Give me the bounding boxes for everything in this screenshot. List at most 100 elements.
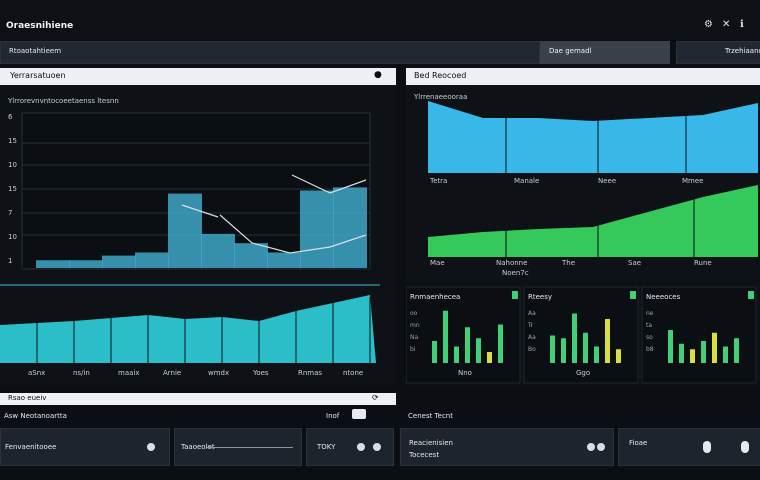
left-x-tick: wmdx <box>208 369 229 377</box>
sub-panel-bar <box>594 346 599 363</box>
control-5-toggle-b[interactable] <box>741 441 749 453</box>
control-4-sublabel: Tocecest <box>409 451 440 459</box>
left-bar <box>333 187 367 268</box>
control-2-slider[interactable] <box>207 447 293 448</box>
sub-panel-bar <box>465 327 470 363</box>
left-y-tick: 15 <box>8 185 17 193</box>
sub-panel-bar <box>712 332 717 363</box>
control-1[interactable]: Fenvaenitooee <box>0 428 170 466</box>
control-3-knob-b[interactable] <box>373 443 381 451</box>
top-x-tick: Tetra <box>429 177 447 185</box>
control-3[interactable]: TOKY <box>306 428 394 466</box>
sub-panel-bar <box>476 338 481 363</box>
sub-panel-title: Rteesy <box>528 293 552 301</box>
sub-panel-x-tick: Nno <box>458 369 472 377</box>
mid-x-extra: Noen7c <box>502 269 529 277</box>
control-1-knob[interactable] <box>147 443 155 451</box>
left-panel: Ylrrorevnvntocoeetaenss ltesnn 6 15 10 15 7 1… <box>0 85 396 385</box>
sub-panel-bar <box>550 335 555 363</box>
left-band-area <box>0 295 376 363</box>
tools-icon[interactable]: ✕ <box>722 19 731 30</box>
left-y-tick: 15 <box>8 137 17 145</box>
left-panel-header: Yerrarsatuoen ● <box>0 68 396 85</box>
sub-panel-bar <box>432 341 437 363</box>
control-2[interactable]: Taaoeolet <box>174 428 463 466</box>
mid-x-tick: The <box>561 259 575 267</box>
sub-panel-bar <box>498 324 503 363</box>
control-3-knob-a[interactable] <box>357 443 365 451</box>
control-4-knob-a[interactable] <box>587 443 595 451</box>
control-5-toggle-a[interactable] <box>703 441 711 453</box>
gear-icon[interactable]: ⚙ <box>704 19 713 30</box>
control-4[interactable]: Reacienisien Tocecest <box>400 428 614 466</box>
left-x-tick: aSnx <box>28 369 45 377</box>
sub-panel-y-tick: ne <box>646 310 654 317</box>
sub-panel-bar <box>723 346 728 363</box>
left-bar <box>267 252 301 268</box>
left-bar <box>234 243 268 268</box>
right-panel-title: Bed Reocoed <box>414 71 467 80</box>
right-chart: Tetra Manale Neee Mmee Mae Nahonne The Sae Rune N… <box>406 95 758 384</box>
left-x-tick: Arnie <box>163 369 181 377</box>
control-3-label: TOKY <box>317 443 336 451</box>
record-icon[interactable]: ● <box>374 70 382 80</box>
bottom-left-subbar: Asw Neotanoartta Inof <box>0 408 396 424</box>
sub-panel-y-tick: b8 <box>646 346 654 353</box>
sub-panel-bar <box>690 349 695 363</box>
top-area <box>428 101 758 173</box>
left-x-tick: ns/in <box>73 369 90 377</box>
bottom-left-subright: Inof <box>326 412 340 420</box>
info-icon[interactable]: ℹ <box>740 19 744 30</box>
refresh-icon[interactable]: ⟳ <box>372 393 379 402</box>
sub-panel-bar <box>443 310 448 363</box>
left-y-tick: 10 <box>8 233 17 241</box>
left-chart-title: Ylrrorevnvntocoeetaenss ltesnn <box>8 97 119 105</box>
sub-panel-y-tick: Tr <box>527 322 534 329</box>
left-y-tick: 7 <box>8 209 12 217</box>
left-bar <box>69 260 103 268</box>
left-x-tick: ntone <box>343 369 363 377</box>
sub-panel-title: Neeeoces <box>646 293 681 301</box>
left-y-tick: 6 <box>8 113 13 121</box>
project-field[interactable]: Rtoaotahtieem <box>0 41 540 64</box>
mid-area <box>428 185 758 257</box>
bottom-left-subtitle: Asw Neotanoartta <box>4 412 67 420</box>
sub-panel-y-tick: Aa <box>528 334 536 341</box>
toggle-icon[interactable] <box>352 409 366 419</box>
sub-panel-bar <box>487 352 492 363</box>
left-x-tick: Rnmas <box>298 369 322 377</box>
sub-panel-indicator <box>748 291 754 299</box>
left-bar <box>36 260 70 268</box>
left-trend-line <box>219 214 367 254</box>
left-bar <box>102 255 136 268</box>
bottom-right-title: Cenest Tecnt <box>408 412 453 420</box>
mid-x-tick: Sae <box>628 259 641 267</box>
control-4-label: Reacienisien <box>409 439 453 447</box>
control-5-label: Fioae <box>629 439 648 447</box>
bottom-left-title: Rsao eueiv <box>8 394 47 402</box>
left-bar <box>300 190 334 268</box>
title-bar: Oraesnihiene ⚙ ✕ ℹ <box>0 0 760 40</box>
dataset-button[interactable]: Dae gemadl <box>540 41 670 64</box>
left-chart: 6 15 10 15 7 10 1 aSnx ns/in maaix Arnie wmdx Yoes Rn… <box>0 112 380 377</box>
sub-panel-bar <box>734 338 739 363</box>
left-y-tick: 1 <box>8 257 12 265</box>
sub-panel-indicator <box>630 291 636 299</box>
sub-panel-bar <box>701 341 706 363</box>
mid-x-tick: Nahonne <box>496 259 527 267</box>
left-bar <box>168 193 202 268</box>
left-panel-title: Yerrarsatuoen <box>10 71 66 80</box>
left-bar <box>135 252 169 268</box>
sub-panel-bar <box>605 319 610 363</box>
control-1-label: Fenvaenitooee <box>5 443 57 451</box>
control-4-knob-b[interactable] <box>597 443 605 451</box>
sub-panel-bar <box>454 346 459 363</box>
transform-button[interactable]: Trzehiaanon <box>676 41 760 64</box>
top-x-tick: Manale <box>514 177 539 185</box>
control-5[interactable]: Fioae <box>618 428 760 466</box>
top-chart-title: Ylrrenaeeooraa <box>414 93 468 101</box>
left-x-tick: Yoes <box>252 369 269 377</box>
sub-panel-y-tick: Na <box>410 334 418 341</box>
left-x-tick: maaix <box>118 369 140 377</box>
left-trend-line-2 <box>181 204 219 218</box>
